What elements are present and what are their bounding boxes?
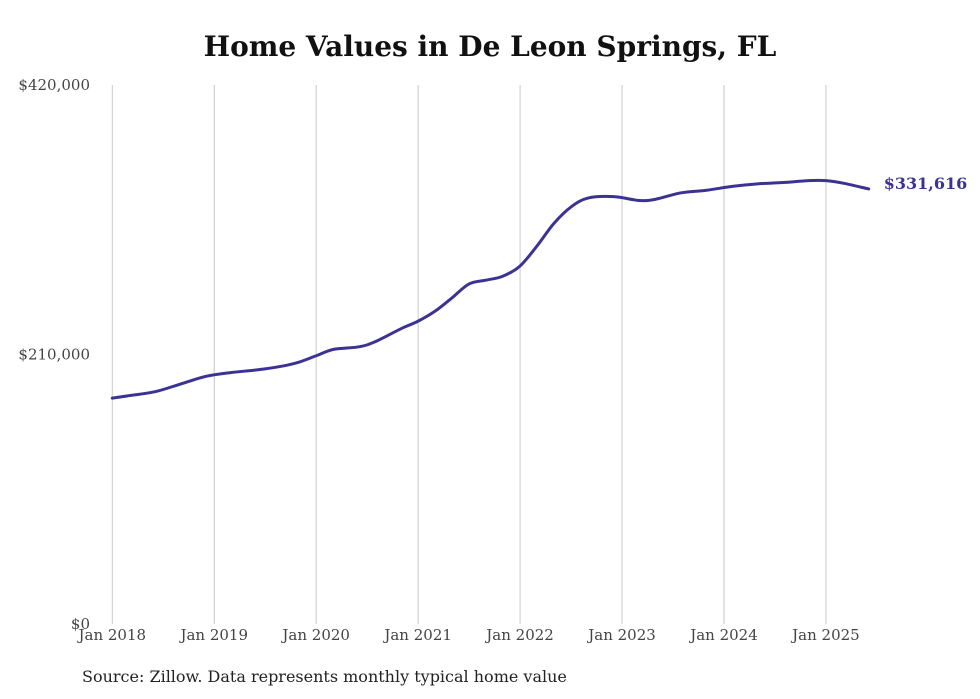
x-tick-label: Jan 2019 [178, 626, 248, 644]
gridlines [111, 85, 827, 624]
series-line [110, 178, 871, 400]
x-axis-ticks: Jan 2018 Jan 2019 Jan 2020 Jan 2021 Jan 2022… [77, 626, 860, 644]
x-tick-label: Jan 2023 [586, 626, 656, 644]
x-tick-label: Jan 2021 [382, 626, 452, 644]
x-tick-label: Jan 2025 [790, 626, 860, 644]
end-value-label: $331,616 [884, 174, 968, 193]
source-note: Source: Zillow. Data represents monthly … [82, 667, 567, 686]
y-tick-label: $210,000 [18, 346, 90, 364]
x-tick-label: Jan 2024 [688, 626, 758, 644]
y-tick-label: $420,000 [18, 76, 90, 94]
y-tick-label: $0 [71, 615, 90, 633]
x-tick-label: Jan 2018 [77, 626, 147, 644]
chart-title: Home Values in De Leon Springs, FL [203, 30, 777, 63]
series-layer: $331,616 [110, 174, 968, 400]
x-tick-label: Jan 2022 [484, 626, 554, 644]
y-axis-ticks: $0 $210,000 $420,000 [18, 76, 90, 633]
x-tick-label: Jan 2020 [280, 626, 350, 644]
